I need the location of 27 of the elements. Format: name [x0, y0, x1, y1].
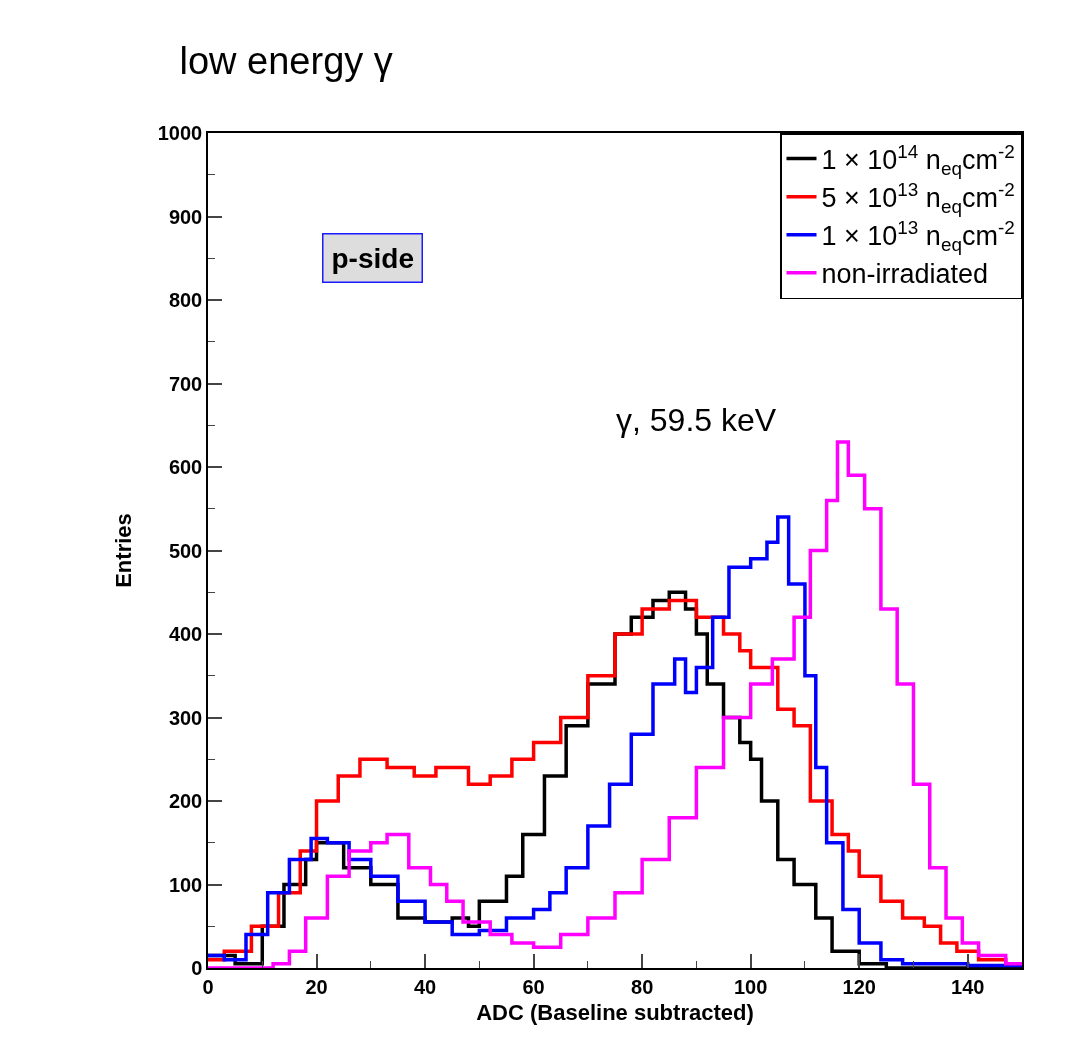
legend-label: non-irradiated — [821, 259, 989, 290]
legend-label: 1 × 10$^{14}$ n$_{eq}$cm$^{-2}$ — [821, 140, 1015, 179]
x-tick-label: 140 — [951, 975, 985, 998]
legend-label: 1 × 10$^{13}$ n$_{eq}$cm$^{-2}$ — [821, 216, 1015, 255]
y-tick-label: 900 — [168, 205, 203, 228]
y-tick-label: 500 — [168, 539, 203, 562]
y-tick-label: 800 — [168, 289, 203, 311]
x-tick-label: 40 — [413, 975, 437, 998]
y-tick-label: 300 — [168, 706, 203, 729]
y-tick-label: 100 — [168, 873, 203, 896]
x-tick-label: 60 — [522, 975, 545, 998]
x-axis-title: ADC (Baseline subtracted) — [476, 1000, 754, 1026]
x-tick-label: 20 — [305, 975, 328, 998]
legend-label: 5 × 10$^{13}$ n$_{eq}$cm$^{-2}$ — [821, 178, 1015, 217]
y-tick-label: 400 — [168, 623, 203, 645]
x-tick-label: 80 — [631, 975, 654, 998]
y-tick-label: 700 — [168, 372, 203, 395]
annotation: γ, 59.5 keV — [616, 402, 777, 438]
y-axis-title: Entries — [111, 513, 137, 588]
y-tick-label: 600 — [168, 456, 203, 478]
annotation: p-side — [331, 242, 414, 274]
x-tick-label: 100 — [733, 975, 768, 998]
chart-title: low energy γ — [179, 39, 393, 82]
y-tick-label: 0 — [191, 957, 203, 979]
x-tick-label: 120 — [842, 975, 876, 998]
y-tick-label: 1000 — [157, 122, 203, 144]
y-tick-label: 200 — [168, 790, 203, 812]
